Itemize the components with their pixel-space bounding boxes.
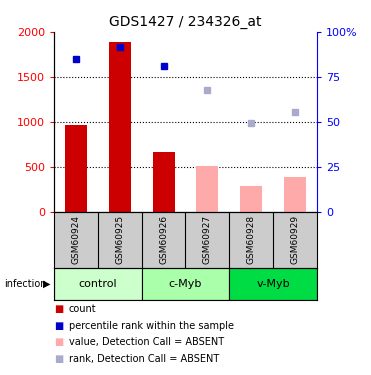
Text: GSM60927: GSM60927 <box>203 214 212 264</box>
Text: ■: ■ <box>54 304 63 314</box>
Title: GDS1427 / 234326_at: GDS1427 / 234326_at <box>109 15 262 30</box>
Text: count: count <box>69 304 96 314</box>
Bar <box>65 126 87 212</box>
Text: ▶: ▶ <box>43 279 50 289</box>
Text: v-Myb: v-Myb <box>256 279 290 289</box>
Bar <box>240 186 262 212</box>
Bar <box>142 268 229 300</box>
Text: c-Myb: c-Myb <box>169 279 202 289</box>
Text: ■: ■ <box>54 338 63 347</box>
Bar <box>229 268 317 300</box>
Text: GSM60926: GSM60926 <box>159 214 168 264</box>
Text: control: control <box>78 279 117 289</box>
Text: ■: ■ <box>54 321 63 331</box>
Text: GSM60925: GSM60925 <box>115 214 124 264</box>
Text: GSM60929: GSM60929 <box>291 214 300 264</box>
Bar <box>109 42 131 212</box>
Bar <box>54 268 142 300</box>
Text: value, Detection Call = ABSENT: value, Detection Call = ABSENT <box>69 338 224 347</box>
Text: rank, Detection Call = ABSENT: rank, Detection Call = ABSENT <box>69 354 219 364</box>
Bar <box>152 152 174 212</box>
Text: percentile rank within the sample: percentile rank within the sample <box>69 321 234 331</box>
Text: GSM60924: GSM60924 <box>71 214 80 264</box>
Bar <box>284 177 306 212</box>
Bar <box>197 166 219 212</box>
Text: GSM60928: GSM60928 <box>247 214 256 264</box>
Text: ■: ■ <box>54 354 63 364</box>
Text: infection: infection <box>4 279 46 289</box>
